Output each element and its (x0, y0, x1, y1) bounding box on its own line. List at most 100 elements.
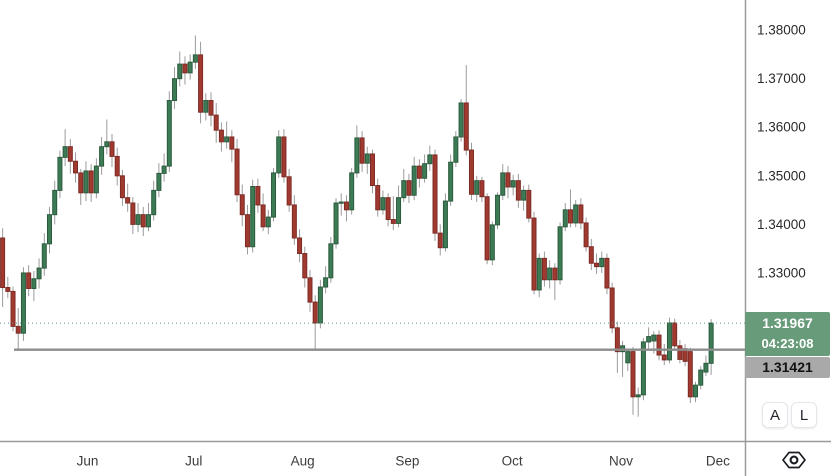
price-tick-label: 1.33000 (757, 265, 806, 280)
hexagon-settings-button[interactable] (779, 448, 809, 474)
candle-down (463, 102, 469, 151)
candle-down (604, 257, 610, 289)
candle-up (224, 136, 230, 143)
candle-down (531, 217, 537, 291)
price-level-value: 1.31421 (762, 359, 813, 375)
candle-up (161, 165, 167, 174)
candle-up (422, 163, 428, 179)
candle-up (349, 172, 355, 211)
candle-up (93, 165, 99, 194)
candle-up (41, 243, 47, 269)
candle-up (458, 102, 464, 138)
price-tick-label: 1.38000 (757, 23, 806, 38)
candle-up (448, 161, 454, 202)
candle-down (260, 204, 266, 228)
candle-down (78, 172, 84, 194)
log-scale-button[interactable]: L (791, 402, 817, 428)
candle-down (10, 290, 16, 327)
time-tick-label: Nov (609, 454, 633, 469)
candle-down (0, 237, 6, 289)
candle-up (166, 100, 172, 167)
candle-up (203, 100, 209, 113)
candle-down (583, 222, 589, 248)
candle-up (156, 172, 162, 191)
candle-down (588, 246, 594, 264)
candle-down (385, 197, 391, 221)
candle-down (15, 325, 21, 334)
candle-up (625, 351, 631, 364)
candle-down (526, 189, 532, 219)
candle-down (88, 170, 94, 194)
candle-up (364, 153, 370, 164)
candle-down (182, 63, 188, 74)
candle-up (276, 136, 282, 174)
bar-countdown: 04:23:08 (761, 336, 814, 351)
candle-up (474, 180, 480, 195)
candle-up (510, 180, 516, 188)
candle-down (244, 214, 250, 248)
candle-up (500, 172, 506, 196)
candle-down (484, 196, 490, 261)
candle-up (427, 154, 433, 165)
candle-down (370, 153, 375, 187)
candle-up (172, 78, 178, 102)
candle-up (651, 334, 657, 342)
candle-down (578, 204, 584, 224)
candle-down (73, 160, 79, 174)
candle-up (177, 63, 183, 80)
candle-down (109, 141, 115, 157)
candle-down (661, 354, 667, 361)
candle-down (281, 136, 287, 178)
candle-up (495, 194, 501, 226)
candle-up (265, 216, 271, 228)
hexagon-icon (781, 449, 807, 474)
candle-down (198, 54, 204, 113)
last-price-value: 1.31967 (762, 315, 813, 331)
candle-up (57, 156, 63, 191)
price-tick-label: 1.34000 (757, 217, 806, 232)
candle-down (255, 186, 261, 206)
candle-up (135, 214, 141, 225)
candle-down (416, 165, 422, 179)
candle-up (396, 197, 402, 224)
candle-up (151, 189, 157, 216)
candle-down (239, 194, 245, 216)
candle-down (291, 204, 297, 239)
time-tick-label: Dec (706, 454, 730, 469)
candle-down (687, 351, 693, 398)
candle-down (307, 277, 313, 303)
candle-down (432, 154, 438, 234)
candle-up (36, 267, 42, 280)
candle-down (213, 114, 219, 131)
time-axis[interactable] (0, 442, 745, 476)
candle-down (114, 155, 120, 177)
time-tick-label: Jun (77, 454, 99, 469)
candle-up (31, 278, 37, 289)
candle-up (20, 272, 26, 334)
candle-down (302, 253, 308, 279)
candle-up (640, 341, 646, 396)
candle-down (359, 137, 365, 164)
time-tick-label: Sep (395, 454, 419, 469)
candle-down (594, 262, 600, 268)
candle-down (297, 237, 303, 255)
candle-up (703, 362, 709, 373)
candle-up (317, 286, 323, 324)
candle-down (515, 180, 521, 201)
candle-down (218, 129, 224, 143)
time-tick-label: Oct (502, 454, 523, 469)
candle-up (547, 267, 553, 281)
candle-up (536, 257, 542, 291)
candle-up (698, 369, 704, 386)
candle-up (328, 243, 334, 279)
candle-up (442, 200, 448, 249)
candle-up (354, 137, 360, 174)
candle-down (505, 172, 511, 188)
candle-up (192, 54, 198, 63)
auto-scale-button[interactable]: A (762, 402, 788, 428)
candle-up (635, 394, 641, 398)
candle-down (67, 146, 73, 162)
candle-down (672, 322, 678, 347)
candle-up (104, 141, 110, 148)
